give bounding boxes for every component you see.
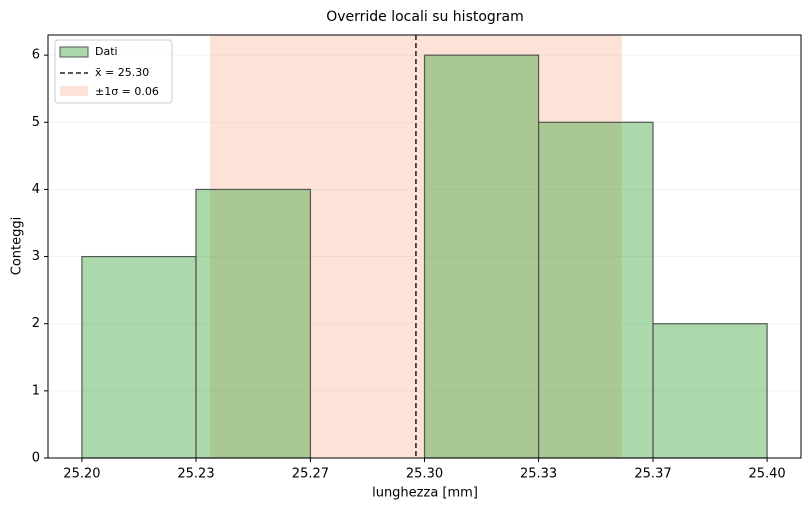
legend-label: ±1σ = 0.06 [95, 85, 159, 98]
legend-label: Dati [95, 45, 118, 58]
y-tick-label: 3 [32, 249, 40, 264]
y-tick-label: 0 [32, 451, 40, 466]
bar [423, 54, 540, 459]
x-tick-label: 25.37 [634, 467, 671, 482]
x-tick-label: 25.40 [748, 467, 785, 482]
bar [81, 255, 197, 459]
y-tick-label: 2 [32, 316, 40, 331]
y-tick-label: 1 [32, 383, 40, 398]
y-tick-label: 4 [32, 182, 40, 197]
legend: Dati x̄ = 25.30 ±1σ = 0.06 [54, 39, 173, 104]
x-tick-label: 25.30 [406, 467, 443, 482]
legend-swatch [59, 46, 89, 58]
y-tick-label: 6 [32, 48, 40, 63]
x-axis-label: lunghezza [mm] [372, 486, 478, 501]
x-tick-label: 25.33 [520, 467, 557, 482]
bar [195, 188, 312, 459]
y-axis-label: Conteggi [10, 217, 25, 275]
chart-title: Override locali su histogram [326, 9, 524, 25]
x-tick-label: 25.27 [292, 467, 329, 482]
x-tick-label: 25.23 [177, 467, 214, 482]
legend-swatch [60, 86, 88, 96]
bar [652, 323, 768, 459]
legend-box [54, 39, 173, 104]
legend-label: x̄ = 25.30 [95, 66, 149, 79]
x-tick-label: 25.20 [63, 467, 100, 482]
y-tick-label: 5 [32, 115, 40, 130]
plot-frame [47, 34, 802, 459]
bar [537, 121, 654, 459]
